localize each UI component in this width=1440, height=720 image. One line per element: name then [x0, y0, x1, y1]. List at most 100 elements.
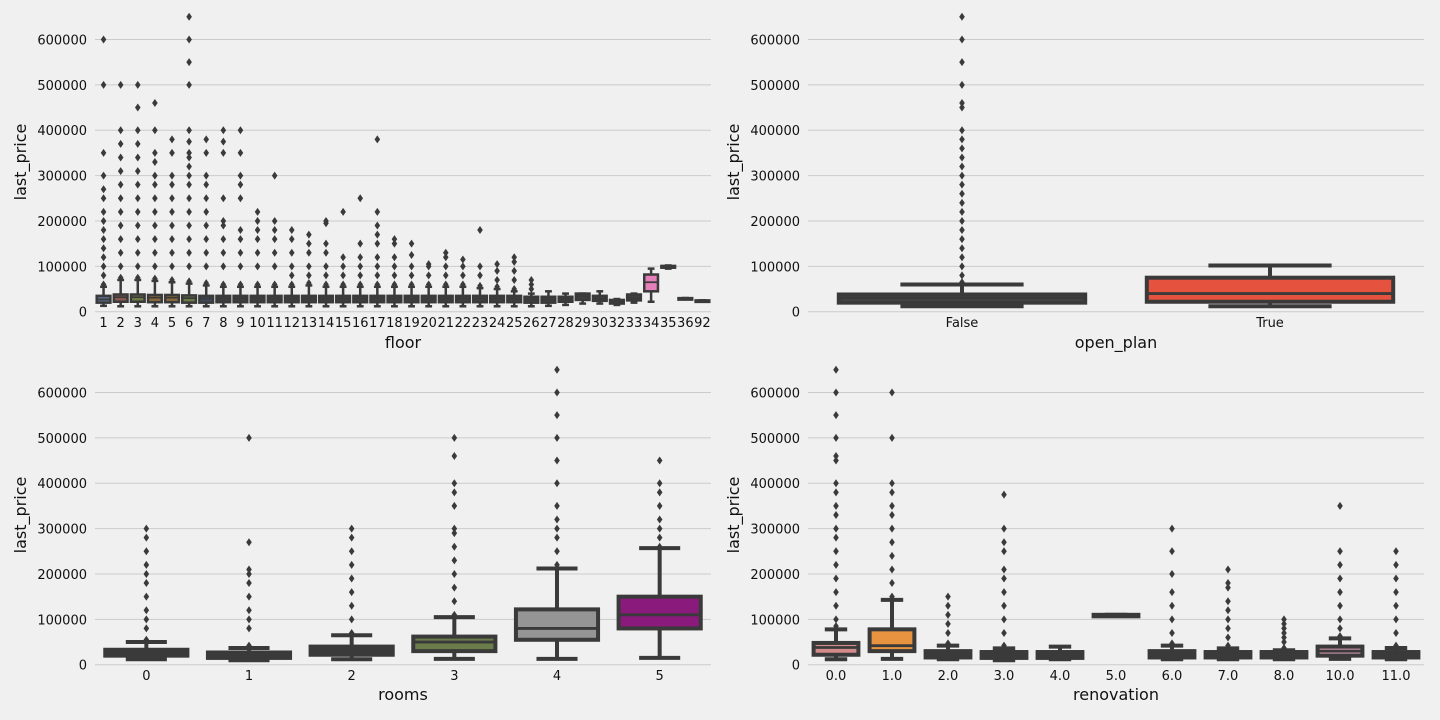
x-tick-label: 15 — [335, 316, 352, 331]
outlier-point — [357, 194, 364, 203]
outlier-point — [348, 560, 355, 569]
x-tick-label: 13 — [301, 316, 318, 331]
outlier-point — [348, 615, 355, 624]
outlier-point — [254, 280, 261, 289]
x-tick-label: 7.0 — [1218, 669, 1239, 684]
outlier-point — [237, 194, 244, 203]
outlier-point — [451, 479, 458, 488]
outlier-point — [152, 99, 158, 108]
x-tick-label: 4 — [151, 316, 159, 331]
outlier-point — [451, 452, 458, 461]
outlier-point — [117, 235, 124, 244]
box-27 — [540, 290, 557, 308]
outlier-point — [134, 126, 141, 135]
outlier-point — [271, 171, 278, 180]
x-tick-label: 0 — [142, 669, 150, 684]
y-tick-label: 0 — [792, 306, 800, 321]
outlier-point — [117, 207, 124, 216]
box-35 — [660, 264, 677, 270]
box-12 — [283, 226, 300, 308]
outlier-point — [889, 479, 895, 488]
outlier-point — [220, 137, 227, 146]
outlier-point — [1337, 615, 1343, 624]
y-tick-label: 200000 — [37, 215, 87, 230]
outlier-point — [1281, 624, 1287, 633]
outlier-point — [959, 235, 965, 244]
outlier-point — [100, 207, 107, 216]
box-21 — [437, 248, 454, 308]
box-7 — [198, 135, 215, 308]
outlier-point — [1337, 501, 1343, 510]
box-33 — [625, 292, 643, 304]
outlier-point — [271, 216, 278, 225]
outlier-point — [889, 488, 895, 497]
box-2.0 — [923, 592, 973, 662]
outlier-point — [408, 239, 415, 248]
outlier-point — [889, 592, 895, 601]
outlier-point — [152, 235, 158, 244]
outlier-point — [169, 262, 175, 271]
box-body — [112, 293, 129, 303]
x-tick-label: 8.0 — [1274, 669, 1295, 684]
outlier-point — [1169, 569, 1175, 578]
outlier-point — [889, 551, 895, 560]
outlier-point — [271, 280, 278, 289]
outlier-point — [186, 262, 192, 271]
outlier-point — [100, 216, 107, 225]
x-tick-label: 10 — [249, 316, 266, 331]
x-tick-label: 1 — [99, 316, 107, 331]
box-4 — [513, 365, 601, 661]
outlier-point — [152, 148, 158, 157]
outlier-point — [220, 126, 227, 135]
outlier-point — [152, 207, 158, 216]
box-29 — [574, 292, 591, 305]
outlier-point — [1169, 588, 1175, 597]
outlier-point — [143, 579, 150, 588]
outlier-point — [100, 185, 107, 194]
outlier-point — [246, 592, 252, 601]
outlier-point — [134, 273, 141, 282]
outlier-point — [152, 262, 158, 271]
box-26 — [523, 275, 540, 308]
outlier-point — [554, 479, 560, 488]
outlier-point — [1337, 547, 1343, 556]
outlier-point — [1393, 574, 1399, 583]
outlier-point — [152, 194, 158, 203]
x-tick-label: 23 — [472, 316, 489, 331]
outlier-point — [203, 194, 210, 203]
outlier-point — [220, 235, 227, 244]
outlier-point — [554, 560, 560, 569]
outlier-point — [186, 12, 192, 21]
outlier-point — [340, 207, 346, 216]
y-tick-label: 0 — [792, 659, 800, 674]
outlier-point — [246, 538, 252, 547]
x-tick-label: 3 — [134, 316, 142, 331]
outlier-point — [186, 58, 192, 67]
outlier-point — [833, 622, 839, 631]
outlier-point — [203, 221, 210, 230]
outlier-point — [833, 479, 839, 488]
outlier-point — [959, 262, 965, 271]
box-True — [1144, 263, 1396, 309]
y-tick-label: 300000 — [750, 170, 800, 185]
x-tick-label: 35 — [660, 316, 677, 331]
outlier-point — [460, 280, 466, 289]
outlier-point — [833, 588, 839, 597]
outlier-point — [1001, 574, 1007, 583]
outlier-point — [656, 515, 663, 524]
outlier-point — [1225, 641, 1231, 650]
outlier-point — [237, 262, 244, 271]
outlier-point — [494, 260, 500, 269]
outlier-point — [1337, 624, 1343, 633]
outlier-point — [134, 248, 141, 257]
outlier-point — [117, 153, 124, 162]
outlier-point — [134, 207, 141, 216]
outlier-point — [959, 244, 965, 253]
outlier-point — [237, 126, 244, 135]
outlier-point — [408, 262, 415, 271]
outlier-point — [451, 583, 458, 592]
box-3 — [411, 433, 498, 661]
outlier-point — [494, 282, 500, 291]
outlier-point — [374, 221, 381, 230]
outlier-point — [340, 253, 346, 262]
